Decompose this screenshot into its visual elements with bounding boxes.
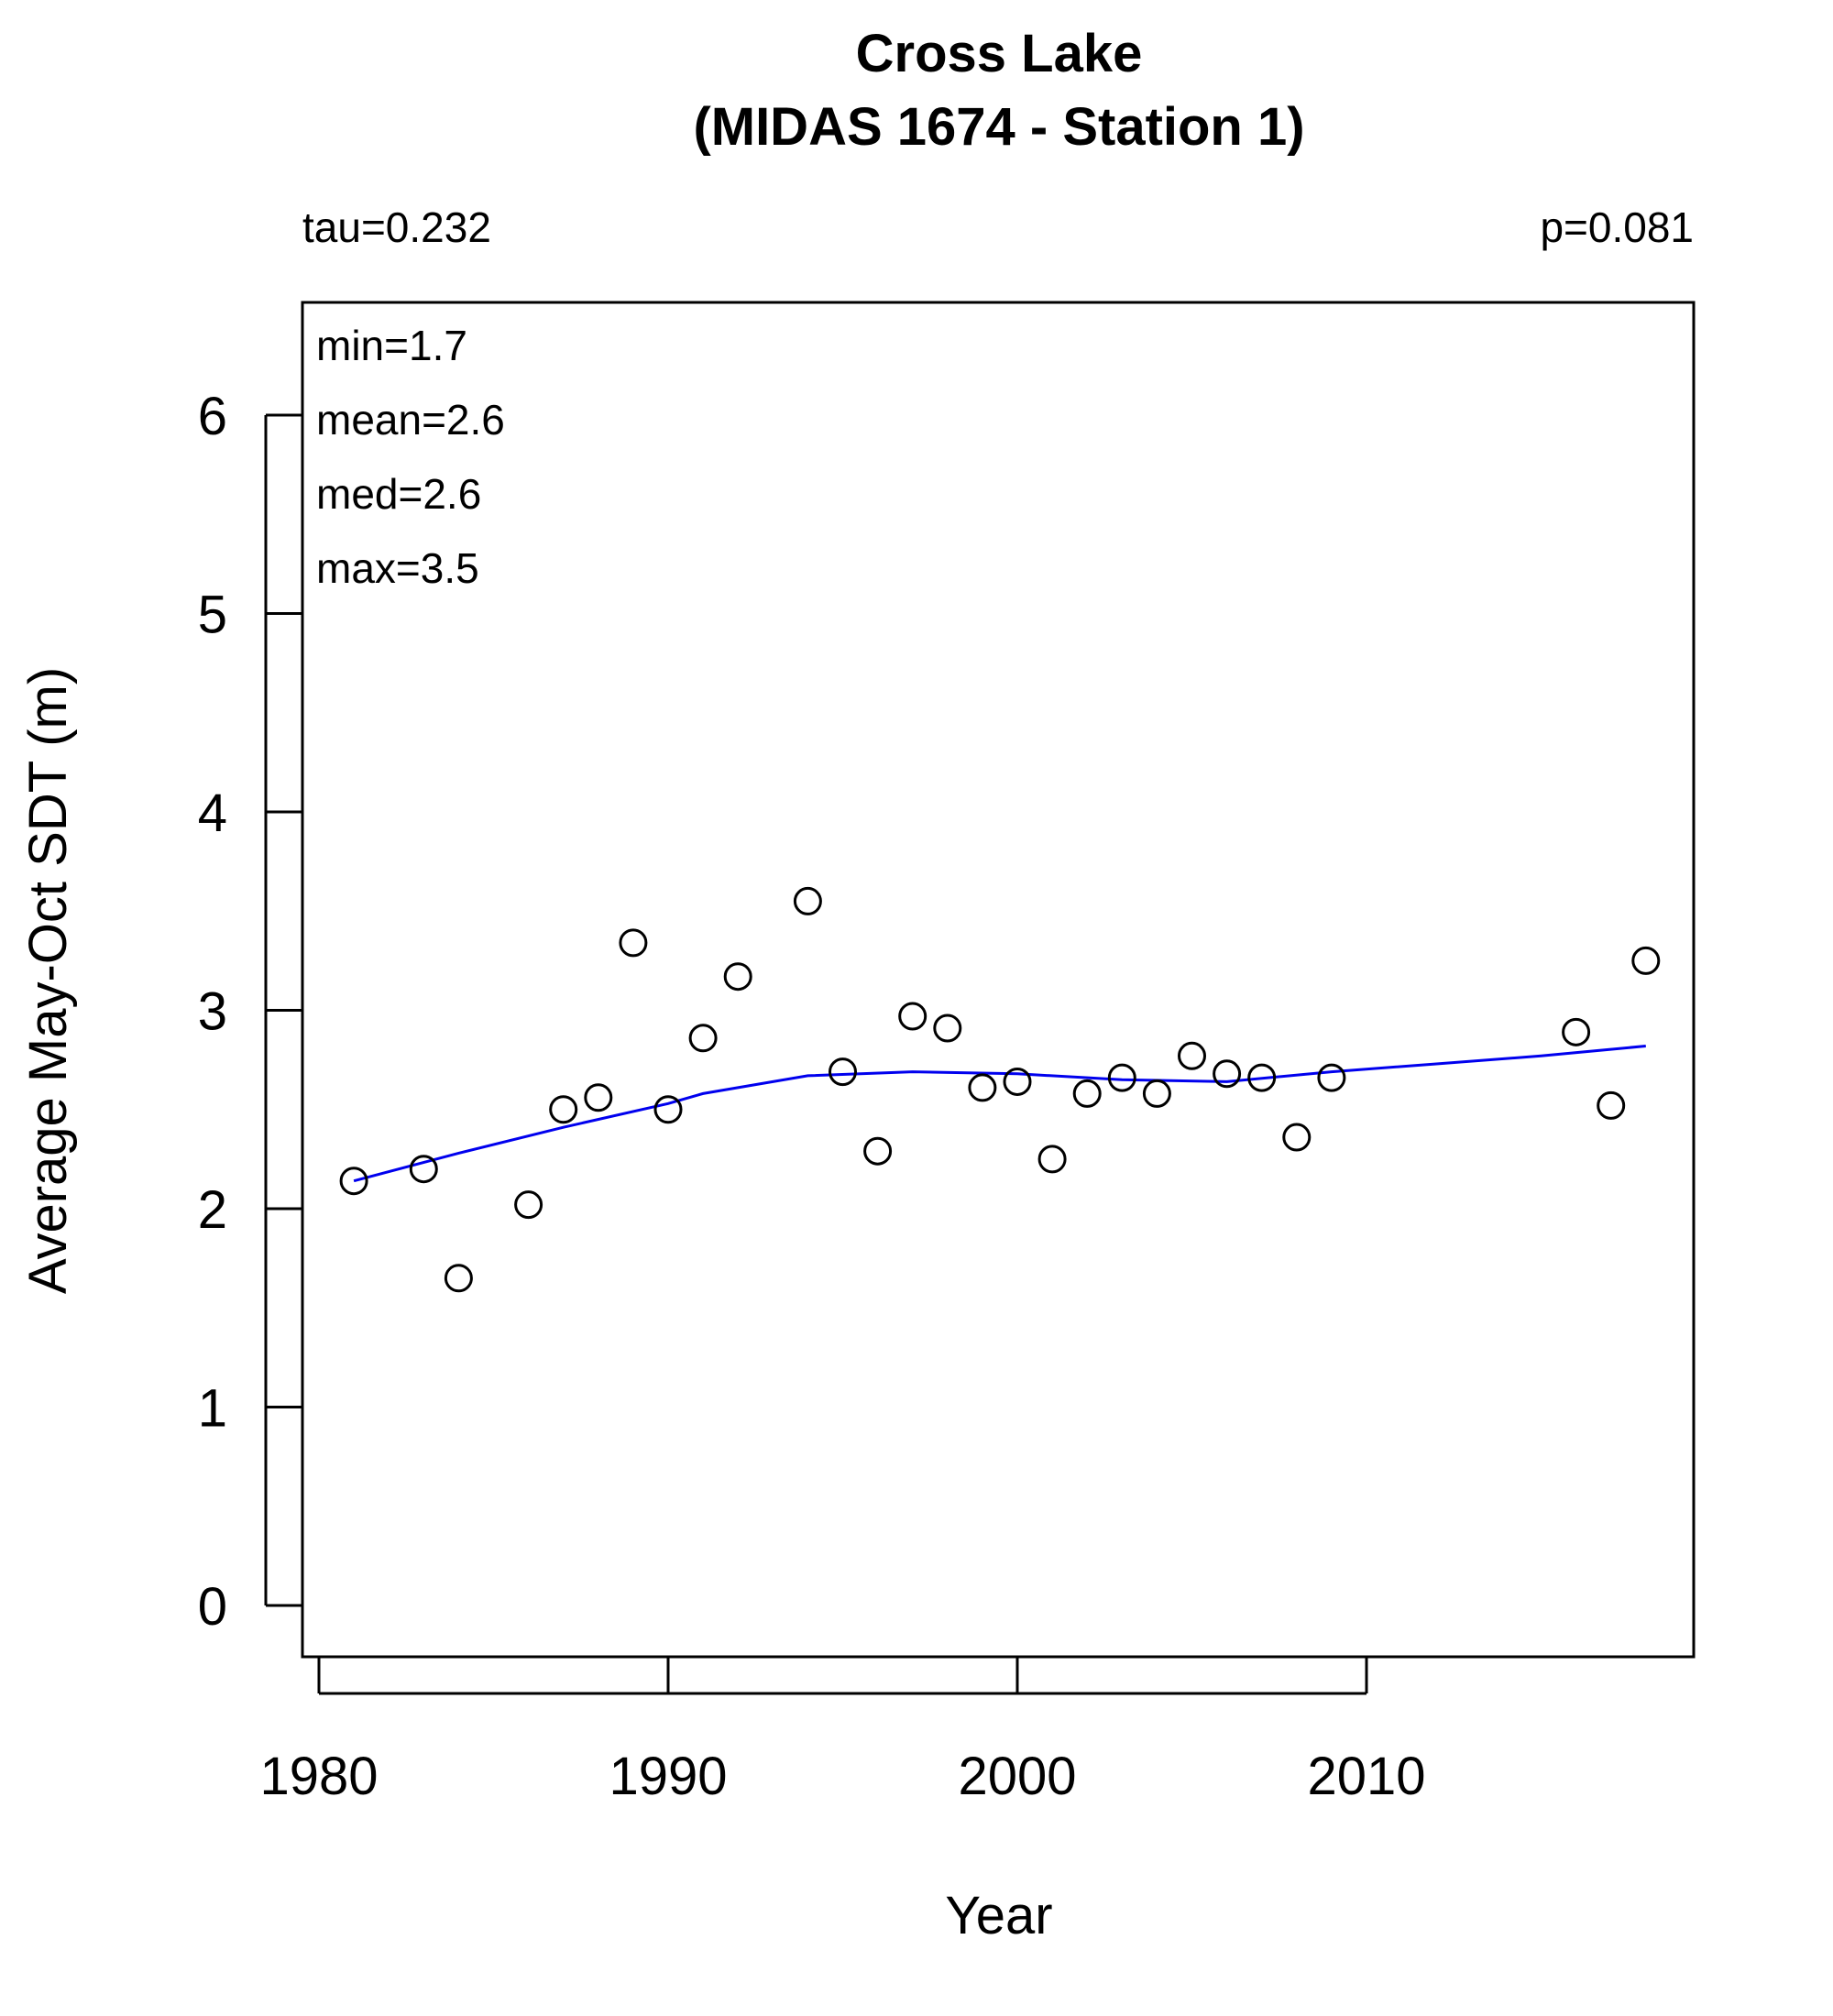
y-tick-label: 2 <box>198 1180 227 1240</box>
data-point <box>409 1155 438 1184</box>
data-point <box>933 1013 962 1043</box>
data-point <box>514 1190 543 1220</box>
data-point <box>653 1095 683 1124</box>
data-point <box>1072 1079 1102 1108</box>
stat-max: max=3.5 <box>316 544 479 592</box>
data-point <box>1247 1063 1277 1092</box>
y-tick-label: 3 <box>198 982 227 1042</box>
data-point <box>793 886 822 915</box>
y-tick-label: 4 <box>198 783 227 843</box>
data-point <box>1597 1090 1626 1120</box>
y-axis-label: Average May-Oct SDT (m) <box>18 667 78 1294</box>
data-point <box>723 962 752 992</box>
trend-line <box>353 1045 1646 1183</box>
data-point <box>1142 1079 1171 1108</box>
data-point <box>1317 1063 1346 1092</box>
y-axis: 0 1 2 3 4 5 6 <box>198 387 302 1637</box>
plot-frame <box>301 301 1696 1659</box>
data-point <box>1562 1017 1591 1046</box>
data-point <box>1107 1063 1136 1092</box>
data-point <box>1178 1041 1206 1070</box>
x-tick-label: 2010 <box>1307 1747 1425 1806</box>
data-point <box>1282 1123 1312 1152</box>
data-point <box>863 1136 893 1166</box>
x-tick-label: 1990 <box>609 1747 727 1806</box>
data-point <box>619 928 648 958</box>
data-point <box>549 1095 578 1124</box>
y-tick-label: 0 <box>198 1577 227 1637</box>
data-point <box>898 1002 927 1031</box>
data-point <box>1003 1067 1032 1096</box>
y-tick-label: 1 <box>198 1379 227 1439</box>
y-tick-label: 6 <box>198 387 227 446</box>
data-point <box>1213 1059 1242 1089</box>
stat-med: med=2.6 <box>316 470 481 518</box>
chart-title: Cross Lake <box>856 24 1143 83</box>
data-point <box>584 1083 613 1112</box>
x-tick-label: 2000 <box>958 1747 1076 1806</box>
x-tick-label: 1980 <box>259 1747 378 1806</box>
tau-label: tau=0.232 <box>302 203 491 251</box>
x-axis: 1980 1990 2000 2010 <box>259 1657 1426 1806</box>
data-point <box>829 1057 857 1087</box>
chart-subtitle: (MIDAS 1674 - Station 1) <box>693 97 1304 157</box>
stat-mean: mean=2.6 <box>316 396 505 444</box>
y-tick-label: 5 <box>198 586 227 645</box>
x-axis-label: Year <box>945 1886 1052 1945</box>
data-points <box>339 886 1661 1293</box>
data-point <box>1037 1145 1067 1174</box>
data-point <box>444 1264 473 1293</box>
data-point <box>339 1167 368 1196</box>
p-label: p=0.081 <box>1540 203 1694 251</box>
data-point <box>688 1024 718 1053</box>
data-point <box>1631 946 1661 975</box>
stat-min: min=1.7 <box>316 322 467 369</box>
data-point <box>968 1073 997 1102</box>
